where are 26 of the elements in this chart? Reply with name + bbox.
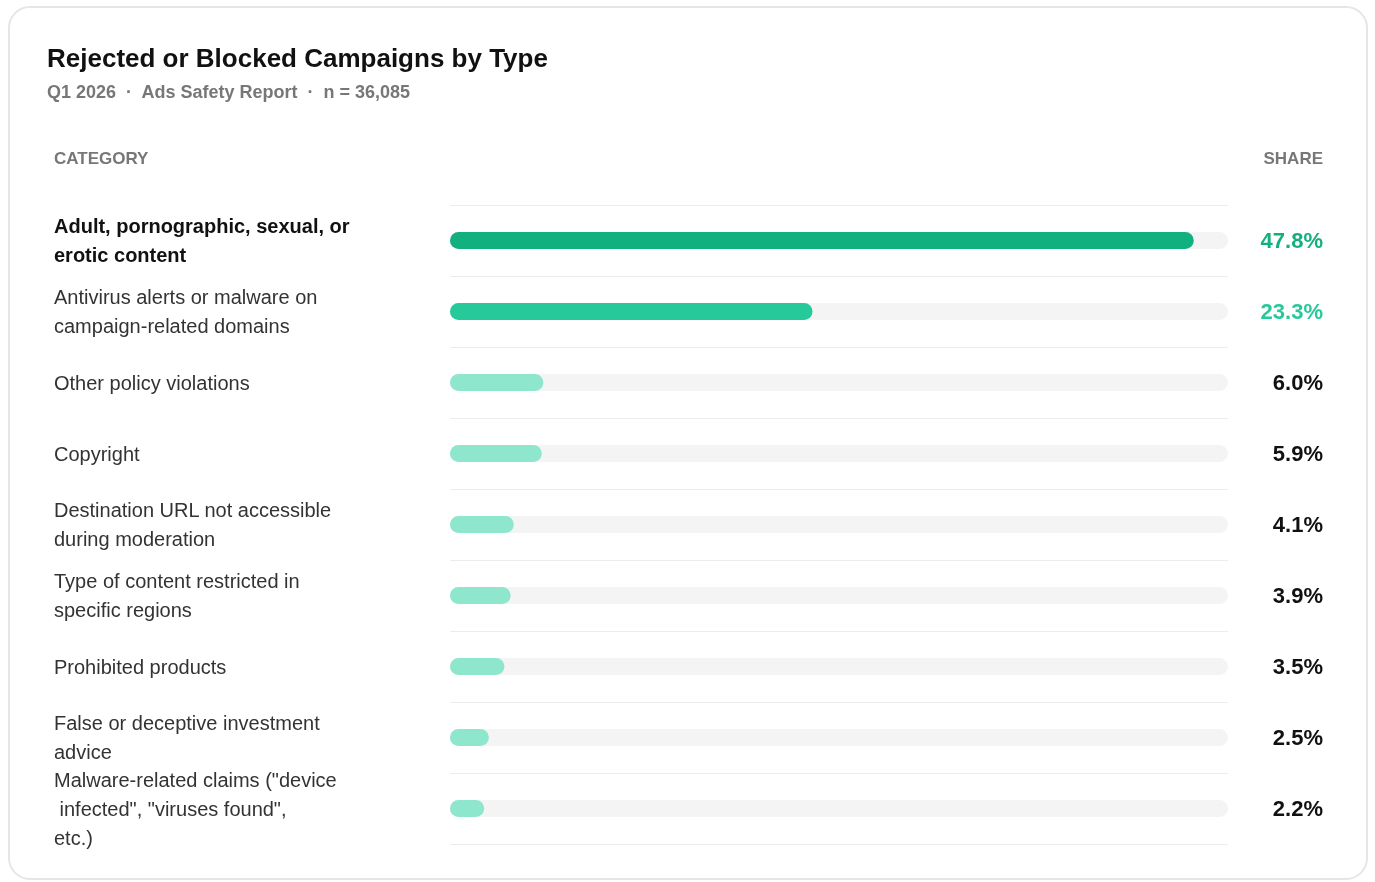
y-tick-label: Destination URL not accessible during moderation (54, 499, 337, 550)
data-label: 4.1% (1272, 512, 1323, 537)
bar (450, 516, 514, 533)
y-tick-label: False or deceptive investment advice (54, 712, 326, 763)
data-label: 2.5% (1272, 725, 1323, 750)
data-label: 47.8% (1260, 228, 1323, 253)
y-tick-label: Type of content restricted in specific regions (54, 570, 306, 621)
data-label: 2.2% (1272, 796, 1323, 821)
bar (450, 445, 542, 462)
data-label: 3.9% (1272, 583, 1323, 608)
data-label: 6.0% (1272, 370, 1323, 395)
y-tick-label: Copyright (54, 442, 141, 465)
y-tick-label: Antivirus alerts or malware on campaign-related domains (54, 286, 323, 337)
bar (450, 374, 544, 391)
y-tick-label: Other policy violations (54, 371, 250, 394)
text: Q1 2026 · Ads Safety Report · n = 36,085 (47, 82, 410, 102)
y-tick-label: Adult, pornographic, sexual, or erotic content (54, 215, 356, 266)
data-label: 5.9% (1272, 441, 1323, 466)
data-label: 3.5% (1272, 654, 1323, 679)
chart-title: Rejected or Blocked Campaigns by Type (47, 43, 548, 73)
y-tick-label: Malware-related claims ("device infected", "viruses found", etc.) (54, 768, 337, 849)
y-tick-label: Prohibited products (54, 655, 227, 678)
y-axis-title: CATEGORY (54, 149, 150, 168)
data-label: 23.3% (1260, 299, 1323, 324)
bar (450, 587, 511, 604)
x-axis-title: SHARE (1263, 149, 1324, 168)
